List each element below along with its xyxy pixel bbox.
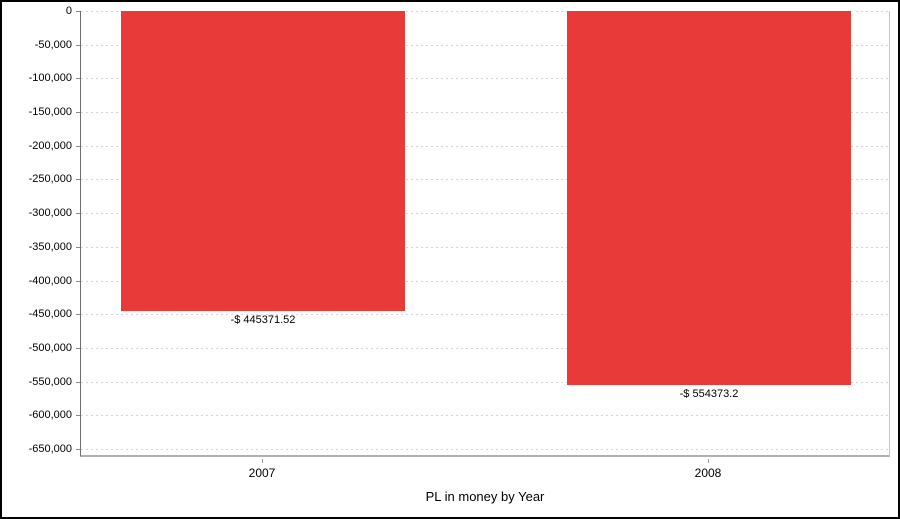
y-tick-mark: [76, 314, 80, 315]
plot-area: -$ 445371.52 -$ 554373.2: [80, 11, 890, 457]
y-tick-mark: [76, 247, 80, 248]
y-tick-mark: [76, 45, 80, 46]
x-tick-mark: [708, 459, 709, 463]
y-tick-label: -400,000: [28, 275, 72, 287]
y-tick-mark: [76, 213, 80, 214]
y-tick-label: -500,000: [28, 342, 72, 354]
y-gridline: [81, 179, 889, 180]
y-tick-label: 0: [65, 5, 72, 17]
y-tick-mark: [76, 146, 80, 147]
y-gridline: [81, 281, 889, 282]
y-tick-label: -450,000: [28, 308, 72, 320]
y-tick-mark: [76, 348, 80, 349]
y-tick-mark: [76, 415, 80, 416]
x-category-label: 2007: [248, 466, 276, 480]
y-axis-labels: 0 -50,000 -100,000 -150,000 -200,000 -250,000…: [2, 5, 72, 457]
y-tick-label: -650,000: [28, 443, 72, 455]
y-tick-mark: [76, 11, 80, 12]
y-tick-mark: [76, 112, 80, 113]
y-gridline: [81, 415, 889, 416]
x-category-label: 2008: [694, 466, 722, 480]
x-tick-mark: [262, 459, 263, 463]
y-tick-mark: [76, 449, 80, 450]
y-tick-label: -50,000: [34, 39, 72, 51]
y-tick-label: -300,000: [28, 207, 72, 219]
y-gridline: [81, 78, 889, 79]
y-gridline: [81, 112, 889, 113]
y-gridline: [81, 213, 889, 214]
y-gridline: [81, 314, 889, 315]
y-tick-label: -100,000: [28, 72, 72, 84]
y-tick-label: -350,000: [28, 241, 72, 253]
y-gridline: [81, 45, 889, 46]
y-gridline: [81, 382, 889, 383]
y-tick-mark: [76, 78, 80, 79]
y-gridline: [81, 247, 889, 248]
y-tick-label: -550,000: [28, 376, 72, 388]
y-gridline: [81, 449, 889, 450]
y-tick-mark: [76, 281, 80, 282]
y-gridline: [81, 348, 889, 349]
y-tick-mark: [76, 179, 80, 180]
y-gridline: [81, 11, 889, 12]
bar: [121, 11, 405, 311]
y-tick-label: -600,000: [28, 409, 72, 421]
y-tick-label: -250,000: [28, 173, 72, 185]
y-tick-label: -150,000: [28, 106, 72, 118]
y-gridline: [81, 146, 889, 147]
x-axis-title: PL in money by Year: [425, 489, 545, 504]
y-tick-label: -200,000: [28, 140, 72, 152]
y-tick-mark: [76, 382, 80, 383]
bar: [567, 11, 851, 385]
bar-value-label: -$ 554373.2: [679, 388, 739, 400]
bar-value-label: -$ 445371.52: [230, 314, 296, 326]
